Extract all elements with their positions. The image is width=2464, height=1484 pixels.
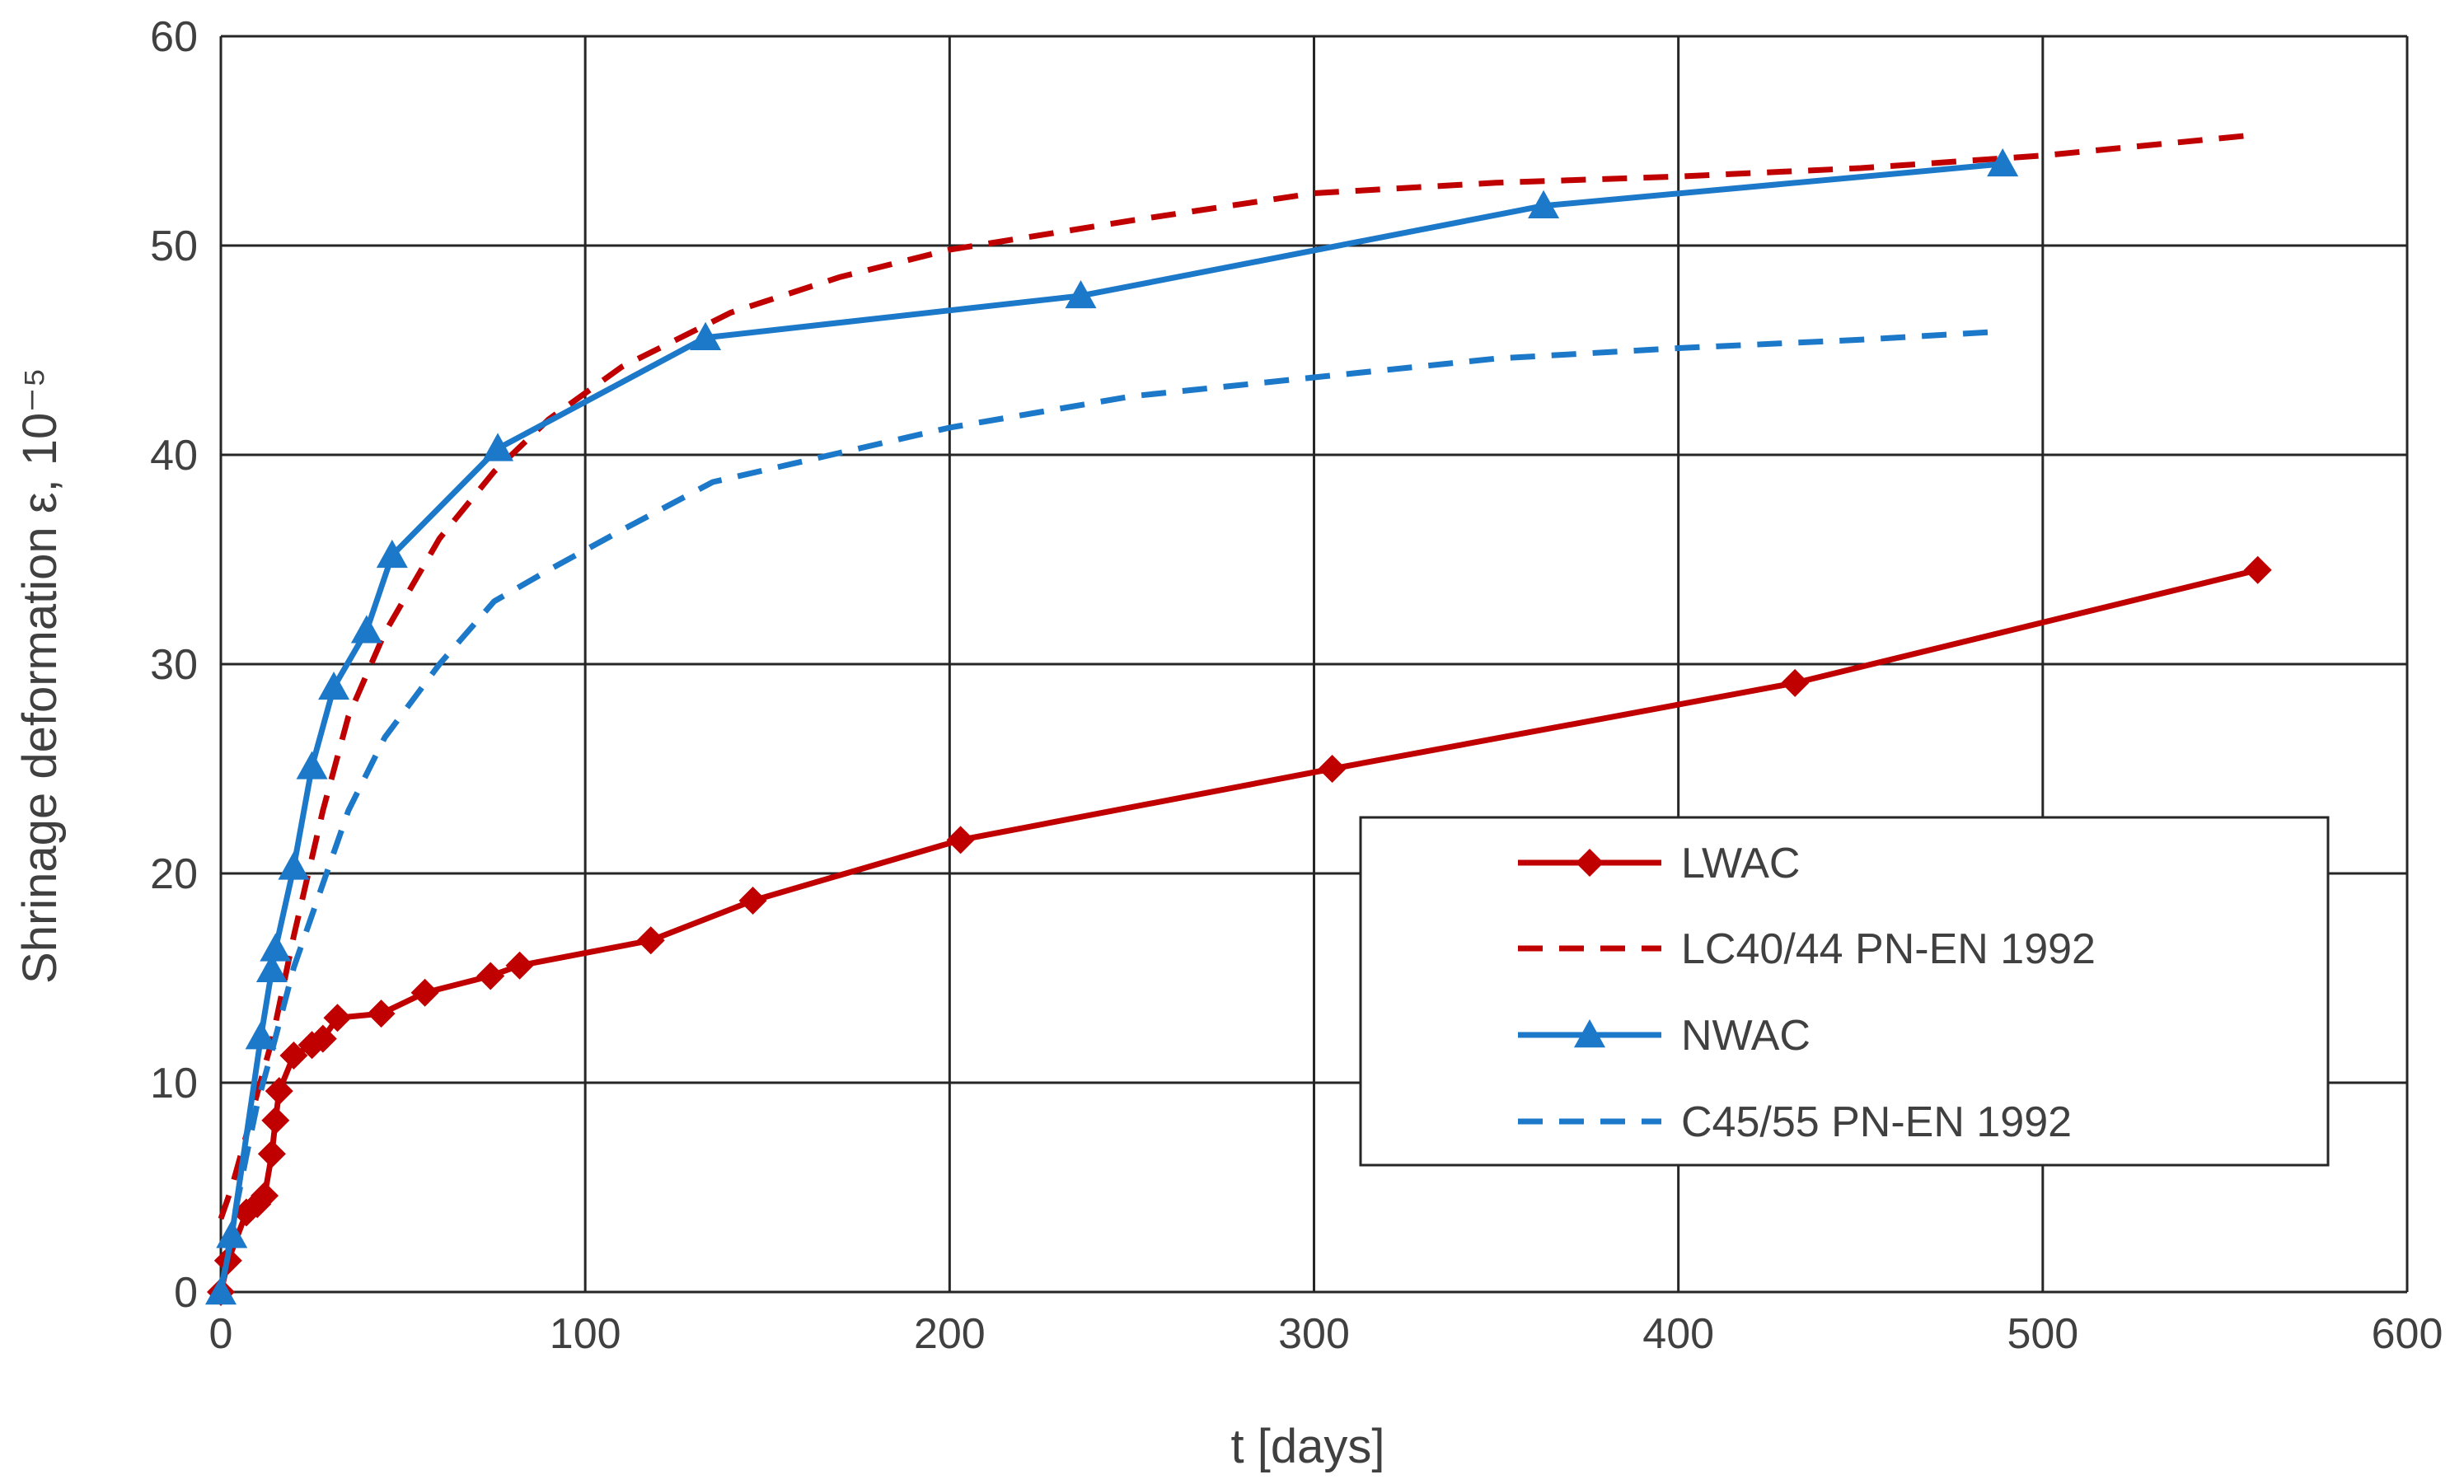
legend-label: LC40/44 PN-EN 1992 — [1681, 925, 2096, 973]
data-point — [323, 1004, 352, 1032]
legend-label: C45/55 PN-EN 1992 — [1681, 1098, 2072, 1146]
y-tick-label: 30 — [150, 641, 198, 689]
data-point — [367, 999, 396, 1028]
x-axis-title: t [days] — [1231, 1420, 1385, 1473]
series-lwac — [207, 555, 2272, 1306]
data-point — [410, 978, 439, 1007]
data-point — [505, 951, 534, 980]
data-point — [690, 321, 722, 350]
series-nwac — [205, 147, 2019, 1305]
legend-entry: LC40/44 PN-EN 1992 — [1518, 925, 2096, 973]
legend: LWAC LC40/44 PN-EN 1992 NWAC C45/55 PN-EN 1… — [1359, 816, 2330, 1167]
legend-entry: LWAC — [1518, 840, 1800, 887]
data-point — [1528, 190, 1560, 218]
x-tick-label: 400 — [1642, 1310, 1714, 1358]
data-point — [482, 433, 514, 461]
data-point — [265, 1077, 293, 1106]
data-point — [255, 953, 288, 983]
data-point — [946, 826, 975, 854]
y-axis-title: Shrinage deformation ε, 10⁻⁵ — [13, 367, 67, 984]
data-point — [636, 926, 665, 955]
legend-label: NWAC — [1681, 1012, 1811, 1060]
legend-marker — [1576, 849, 1604, 877]
data-point — [350, 615, 382, 644]
y-tick-label: 20 — [150, 850, 198, 898]
x-tick-label: 200 — [914, 1310, 986, 1358]
data-point — [376, 539, 408, 569]
data-point — [2243, 555, 2272, 584]
series-c45-55-pn-en-1992 — [218, 328, 2003, 1293]
x-tick-label: 0 — [209, 1310, 233, 1358]
data-point — [296, 751, 328, 779]
series-layer — [205, 131, 2272, 1306]
data-point — [1065, 279, 1097, 309]
x-tick-label: 500 — [2007, 1310, 2078, 1358]
y-tick-label: 60 — [150, 13, 198, 61]
data-point — [308, 1024, 337, 1053]
tick-labels: 0 100 200 300 400 500 600 0 10 20 30 40 50 60 — [150, 13, 2443, 1358]
x-tick-label: 300 — [1278, 1310, 1350, 1358]
x-tick-label: 100 — [550, 1310, 621, 1358]
x-tick-label: 600 — [2372, 1310, 2443, 1358]
series-line — [218, 328, 2003, 1293]
legend-entry: NWAC — [1518, 1012, 1811, 1060]
data-point — [261, 1106, 290, 1135]
data-point — [257, 1140, 286, 1168]
y-tick-label: 50 — [150, 222, 198, 270]
legend-marker — [1574, 1019, 1605, 1048]
y-tick-label: 40 — [150, 432, 198, 480]
data-point — [318, 671, 350, 700]
data-point — [279, 1041, 308, 1070]
legend-box — [1359, 816, 2330, 1167]
data-point — [1781, 668, 1810, 697]
data-point — [1987, 147, 2019, 177]
legend-label: LWAC — [1681, 840, 1800, 887]
data-point — [260, 933, 292, 962]
data-point — [476, 962, 505, 990]
data-point — [738, 887, 767, 915]
data-point — [245, 1021, 277, 1050]
y-tick-label: 10 — [150, 1060, 198, 1107]
data-point — [251, 1182, 279, 1210]
data-point — [278, 851, 310, 880]
legend-entry: C45/55 PN-EN 1992 — [1518, 1098, 2072, 1146]
y-tick-label: 0 — [174, 1269, 198, 1317]
data-point — [1318, 755, 1347, 783]
